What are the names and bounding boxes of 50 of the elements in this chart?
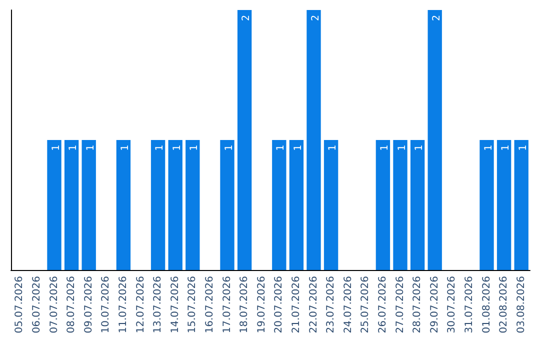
x-tick-label: 19.07.2026 <box>256 276 268 334</box>
x-tick-label: 21.07.2026 <box>290 276 302 334</box>
data-label: 1 <box>189 145 200 152</box>
data-label: 1 <box>518 145 529 152</box>
x-tick-label: 13.07.2026 <box>152 276 164 334</box>
data-label: 1 <box>172 145 183 152</box>
data-label: 1 <box>414 145 426 152</box>
x-tick-label: 18.07.2026 <box>239 276 250 334</box>
x-tick-label: 25.07.2026 <box>360 276 372 334</box>
data-label: 1 <box>396 145 408 152</box>
x-tick-label: 06.07.2026 <box>31 276 42 334</box>
data-label: 1 <box>154 145 166 152</box>
x-tick-label: 17.07.2026 <box>222 276 233 334</box>
x-tick-label: 15.07.2026 <box>187 276 198 334</box>
x-tick-label: 08.07.2026 <box>66 276 78 334</box>
x-tick-label: 26.07.2026 <box>377 276 388 334</box>
x-tick-label: 23.07.2026 <box>326 276 337 334</box>
x-tick-label: 14.07.2026 <box>170 276 181 334</box>
data-label: 1 <box>224 145 235 152</box>
data-label: 2 <box>431 15 442 22</box>
x-tick-label: 12.07.2026 <box>135 276 146 334</box>
x-tick-label: 10.07.2026 <box>100 276 112 334</box>
x-tick-label: 03.08.2026 <box>516 276 527 334</box>
x-tick-label: 27.07.2026 <box>394 276 406 334</box>
x-tick-label: 20.07.2026 <box>274 276 285 334</box>
x-tick-label: 05.07.2026 <box>14 276 26 334</box>
data-label: 1 <box>328 145 339 152</box>
x-tick-label: 01.08.2026 <box>481 276 492 334</box>
x-tick-label: 28.07.2026 <box>412 276 424 334</box>
x-tick-label: 24.07.2026 <box>342 276 354 334</box>
x-tick-label: 22.07.2026 <box>308 276 320 334</box>
data-label: 1 <box>276 145 287 152</box>
data-label: 2 <box>241 15 252 22</box>
x-tick-label: 09.07.2026 <box>83 276 94 334</box>
x-tick-label: 07.07.2026 <box>48 276 60 334</box>
data-label: 1 <box>292 145 304 152</box>
x-tick-label: 16.07.2026 <box>204 276 216 334</box>
data-label: 1 <box>379 145 390 152</box>
data-label: 1 <box>483 145 494 152</box>
x-tick-label: 02.08.2026 <box>498 276 510 334</box>
data-label: 1 <box>85 145 96 152</box>
x-tick-label: 29.07.2026 <box>429 276 440 334</box>
data-label: 1 <box>500 145 512 152</box>
x-tick-label: 30.07.2026 <box>446 276 458 334</box>
data-label: 1 <box>50 145 62 152</box>
x-tick-label: 11.07.2026 <box>118 276 129 334</box>
data-label: 2 <box>310 15 322 22</box>
data-label: 1 <box>68 145 80 152</box>
data-label: 1 <box>120 145 131 152</box>
x-tick-label: 31.07.2026 <box>464 276 475 334</box>
